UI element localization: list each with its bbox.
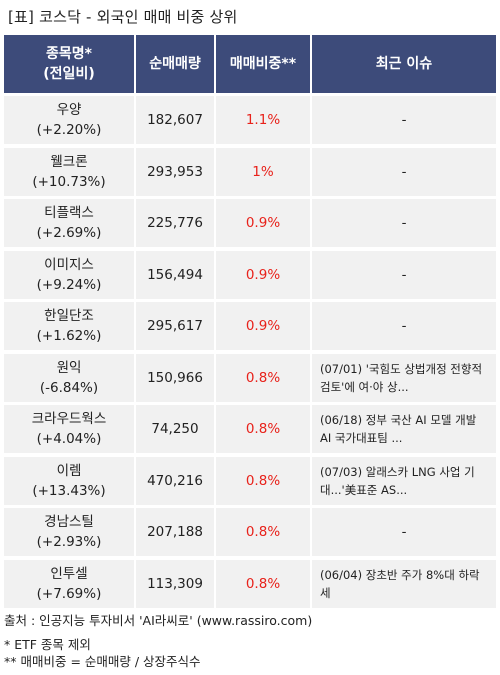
recent-issue: - — [401, 266, 407, 283]
stock-name[interactable]: 이렘 — [56, 462, 82, 479]
stock-name-cell: 크라우드웍스 (+4.04%) — [4, 405, 134, 453]
stock-name[interactable]: 인투셀 — [50, 565, 88, 582]
table-row: 웰크론 (+10.73%) 293,953 1% - — [4, 147, 496, 196]
net-volume: 225,776 — [136, 199, 214, 247]
stock-change: (+7.69%) — [36, 585, 102, 602]
table-header: 종목명* (전일비) 순매매량 매매비중** 최근 이슈 — [4, 35, 496, 93]
table-row: 크라우드웍스 (+4.04%) 74,250 0.8% (06/18) 정부 국산 AI… — [4, 405, 496, 453]
recent-issue-cell: (06/04) 장초반 주가 8%대 하락세 — [312, 559, 496, 608]
source-footer: 출처 : 인공지능 투자비서 'AI라씨로' (www.rassiro.com) — [4, 613, 313, 628]
header-volume: 순매매량 — [136, 35, 214, 93]
table-row: 이렘 (+13.43%) 470,216 0.8% (07/03) 알래스카 LNG 사… — [4, 456, 496, 505]
trade-ratio: 0.9% — [216, 199, 310, 247]
stock-change: (+10.73%) — [32, 173, 106, 190]
footnote-ratio: ** 매매비중 = 순매매량 / 상장주식수 — [4, 654, 201, 669]
table-row: 우양 (+2.20%) 182,607 1.1% - — [4, 96, 496, 144]
stock-name-cell: 인투셀 (+7.69%) — [4, 559, 134, 608]
footnote-etf: * ETF 종목 제외 — [4, 637, 91, 652]
trade-ratio: 0.9% — [216, 250, 310, 299]
recent-issue: - — [401, 112, 407, 128]
stock-name[interactable]: 티플랙스 — [44, 205, 94, 221]
stock-name[interactable]: 우양 — [56, 102, 82, 118]
table-row: 원익 (-6.84%) 150,966 0.8% (07/01) '국힘도 상법개정 전… — [4, 353, 496, 402]
stock-name-cell: 웰크론 (+10.73%) — [4, 147, 134, 196]
recent-issue-cell: - — [312, 250, 496, 299]
stock-name[interactable]: 이미지스 — [44, 256, 94, 273]
stock-name-cell: 경남스틸 (+2.93%) — [4, 508, 134, 556]
table-row: 이미지스 (+9.24%) 156,494 0.9% - — [4, 250, 496, 299]
stock-name[interactable]: 원익 — [56, 359, 82, 376]
recent-issue-cell: (07/03) 알래스카 LNG 사업 기대...'美표준 AS... — [312, 456, 496, 505]
stock-name[interactable]: 경남스틸 — [44, 514, 94, 530]
trade-ratio: 0.8% — [216, 405, 310, 453]
table-row: 경남스틸 (+2.93%) 207,188 0.8% - — [4, 508, 496, 556]
trade-ratio: 1% — [216, 147, 310, 196]
recent-issue-cell: - — [312, 147, 496, 196]
recent-issue[interactable]: (07/01) '국힘도 상법개정 전향적 검토'에 여·야 상... — [320, 361, 483, 394]
trade-ratio: 0.8% — [216, 508, 310, 556]
recent-issue-cell: - — [312, 96, 496, 144]
table-row: 한일단조 (+1.62%) 295,617 0.9% - — [4, 302, 496, 350]
recent-issue-cell: (07/01) '국힘도 상법개정 전향적 검토'에 여·야 상... — [312, 353, 496, 402]
foreign-trading-table: 종목명* (전일비) 순매매량 매매비중** 최근 이슈 우양 (+2.20%) 1… — [4, 35, 496, 611]
recent-issue[interactable]: (06/04) 장초반 주가 8%대 하락세 — [320, 567, 480, 600]
stock-change: (+2.20%) — [36, 122, 102, 138]
stock-change: (+2.69%) — [36, 225, 102, 241]
trade-ratio: 0.8% — [216, 559, 310, 608]
header-issue: 최근 이슈 — [312, 35, 496, 93]
stock-change: (+13.43%) — [32, 482, 106, 499]
stock-name[interactable]: 한일단조 — [44, 308, 94, 324]
stock-name-cell: 우양 (+2.20%) — [4, 96, 134, 144]
recent-issue-cell: - — [312, 302, 496, 350]
net-volume: 156,494 — [136, 250, 214, 299]
trade-ratio: 1.1% — [216, 96, 310, 144]
net-volume: 470,216 — [136, 456, 214, 505]
stock-name-cell: 이미지스 (+9.24%) — [4, 250, 134, 299]
stock-name-cell: 원익 (-6.84%) — [4, 353, 134, 402]
recent-issue: - — [401, 524, 407, 540]
header-ratio: 매매비중** — [216, 35, 310, 93]
stock-name[interactable]: 웰크론 — [50, 153, 88, 170]
header-name: 종목명* (전일비) — [4, 35, 134, 93]
net-volume: 207,188 — [136, 508, 214, 556]
trade-ratio: 0.8% — [216, 456, 310, 505]
net-volume: 182,607 — [136, 96, 214, 144]
stock-change: (+9.24%) — [36, 276, 102, 293]
net-volume: 293,953 — [136, 147, 214, 196]
recent-issue-cell: - — [312, 508, 496, 556]
table-title: [표] 코스닥 - 외국인 매매 비중 상위 — [8, 8, 238, 26]
trade-ratio: 0.8% — [216, 353, 310, 402]
stock-name[interactable]: 크라우드웍스 — [31, 411, 107, 427]
net-volume: 113,309 — [136, 559, 214, 608]
stock-change: (+4.04%) — [36, 431, 102, 447]
stock-change: (+2.93%) — [36, 534, 102, 550]
net-volume: 295,617 — [136, 302, 214, 350]
table-row: 인투셀 (+7.69%) 113,309 0.8% (06/04) 장초반 주가 8%대… — [4, 559, 496, 608]
net-volume: 150,966 — [136, 353, 214, 402]
net-volume: 74,250 — [136, 405, 214, 453]
recent-issue[interactable]: (06/18) 정부 국산 AI 모델 개발 AI 국가대표팀 ... — [320, 413, 477, 445]
recent-issue: - — [401, 318, 407, 334]
stock-name-cell: 이렘 (+13.43%) — [4, 456, 134, 505]
trade-ratio: 0.9% — [216, 302, 310, 350]
stock-name-cell: 한일단조 (+1.62%) — [4, 302, 134, 350]
recent-issue[interactable]: (07/03) 알래스카 LNG 사업 기대...'美표준 AS... — [320, 464, 475, 497]
recent-issue-cell: - — [312, 199, 496, 247]
recent-issue: - — [401, 163, 407, 180]
recent-issue-cell: (06/18) 정부 국산 AI 모델 개발 AI 국가대표팀 ... — [312, 405, 496, 453]
stock-change: (+1.62%) — [36, 328, 102, 344]
stock-name-cell: 티플랙스 (+2.69%) — [4, 199, 134, 247]
stock-change: (-6.84%) — [39, 379, 99, 396]
recent-issue: - — [401, 215, 407, 231]
header-name-line1: 종목명* — [46, 46, 92, 62]
header-name-line2: (전일비) — [43, 66, 95, 82]
table-row: 티플랙스 (+2.69%) 225,776 0.9% - — [4, 199, 496, 247]
